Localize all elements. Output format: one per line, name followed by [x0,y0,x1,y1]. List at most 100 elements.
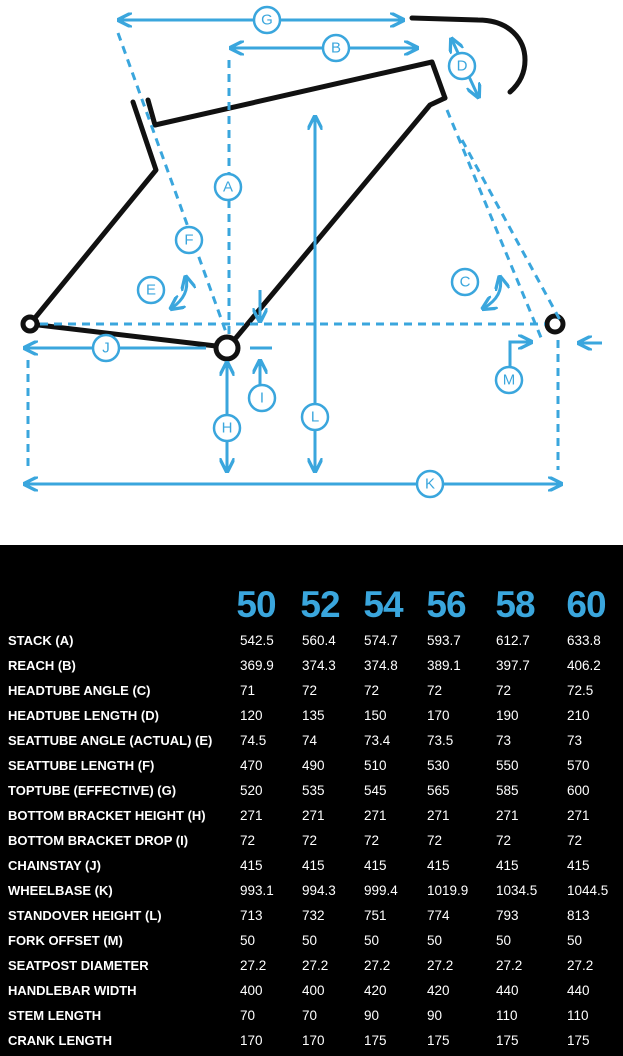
label-h: H [212,413,242,443]
table-cell: 530 [427,758,450,773]
table-cell: 415 [240,858,263,873]
table-cell: 813 [567,908,590,923]
table-cell: 545 [364,783,387,798]
svg-text:B: B [331,40,341,57]
bike-frame [20,15,566,362]
table-cell: 774 [427,908,450,923]
table-cell: 27.2 [302,958,329,973]
svg-text:H: H [222,420,233,437]
table-cell: 415 [364,858,387,873]
svg-text:F: F [184,232,193,249]
front-axle [544,313,566,335]
table-cell: 50 [496,933,512,948]
table-cell: 72 [567,833,583,848]
table-cell: 397.7 [496,658,530,673]
table-cell: 565 [427,783,450,798]
table-cell: 550 [496,758,519,773]
table-cell: 520 [240,783,263,798]
table-cell: 90 [427,1008,443,1023]
table-cell: 72 [240,833,256,848]
table-cell: 732 [302,908,325,923]
row-label: STEM LENGTH [8,1008,102,1023]
label-k: K [415,469,445,499]
table-cell: 271 [567,808,590,823]
label-i: I [247,383,277,413]
handlebar [409,15,528,95]
table-row: WHEELBASE (K) 993.1 994.3 999.4 1019.9 1034.5… [0,878,623,903]
dimension-labels: G B D A F E C J I M H L K [91,5,524,499]
table-cell: 50 [427,933,443,948]
table-cell: 993.1 [240,883,274,898]
table-cell: 135 [302,708,325,723]
label-m: M [494,365,524,395]
table-cell: 73 [496,733,512,748]
size-header-54: 54 [363,584,403,625]
table-cell: 50 [240,933,256,948]
table-cell: 175 [364,1033,387,1048]
label-j: J [91,333,121,363]
size-header-52: 52 [300,584,340,625]
table-cell: 415 [302,858,325,873]
table-cell: 170 [302,1033,325,1048]
table-cell: 271 [364,808,387,823]
row-label: WHEELBASE (K) [8,883,113,898]
table-cell: 27.2 [567,958,594,973]
table-cell: 633.8 [567,633,601,648]
table-cell: 50 [364,933,380,948]
row-label: CHAINSTAY (J) [8,858,101,873]
size-header-60: 60 [566,584,606,625]
table-cell: 27.2 [364,958,391,973]
table-cell: 70 [302,1008,318,1023]
table-row: BOTTOM BRACKET HEIGHT (H) 271 271 271 271 271… [0,803,623,828]
svg-text:L: L [311,409,319,426]
dim-c-arc [484,278,501,308]
table-cell: 999.4 [364,883,398,898]
table-cell: 72 [364,833,380,848]
table-cell: 420 [427,983,450,998]
table-cell: 175 [567,1033,590,1048]
table-cell: 150 [364,708,387,723]
svg-text:A: A [223,179,233,196]
table-cell: 490 [302,758,325,773]
table-row: BOTTOM BRACKET DROP (I) 72 72 72 72 72 72 [0,828,623,853]
table-cell: 1034.5 [496,883,538,898]
table-cell: 415 [496,858,519,873]
table-cell: 74 [302,733,318,748]
table-cell: 440 [496,983,519,998]
table-cell: 73 [567,733,583,748]
table-cell: 271 [496,808,519,823]
label-d: D [447,51,477,81]
table-cell: 175 [496,1033,519,1048]
table-cell: 50 [567,933,583,948]
table-cell: 612.7 [496,633,530,648]
label-a: A [213,172,243,202]
table-cell: 369.9 [240,658,274,673]
table-cell: 120 [240,708,263,723]
table-row: SEATTUBE ANGLE (ACTUAL) (E) 74.5 74 73.4 73.… [0,728,623,753]
rear-axle [20,314,40,334]
frame-geometry-svg: G B D A F E C J I M H L K [20,5,602,499]
table-cell: 374.3 [302,658,336,673]
table-cell: 994.3 [302,883,336,898]
row-label: SEATTUBE LENGTH (F) [8,758,155,773]
row-label: SEATTUBE ANGLE (ACTUAL) (E) [8,733,213,748]
table-cell: 542.5 [240,633,274,648]
table-cell: 593.7 [427,633,461,648]
table-cell: 72 [302,683,318,698]
row-label: STANDOVER HEIGHT (L) [8,908,162,923]
table-cell: 389.1 [427,658,461,673]
table-row: CHAINSTAY (J) 415 415 415 415 415 415 [0,853,623,878]
row-label: TOPTUBE (EFFECTIVE) (G) [8,783,177,798]
table-cell: 72 [496,833,512,848]
table-cell: 271 [427,808,450,823]
table-cell: 374.8 [364,658,398,673]
table-cell: 271 [240,808,263,823]
table-cell: 72 [427,833,443,848]
table-cell: 440 [567,983,590,998]
svg-text:M: M [503,372,516,389]
bottom-bracket [213,334,241,362]
label-l: L [300,402,330,432]
svg-text:E: E [146,282,156,299]
table-row: SEATTUBE LENGTH (F) 470 490 510 530 550 570 [0,753,623,778]
table-row: SEATPOST DIAMETER 27.2 27.2 27.2 27.2 27.2 27.… [0,953,623,978]
